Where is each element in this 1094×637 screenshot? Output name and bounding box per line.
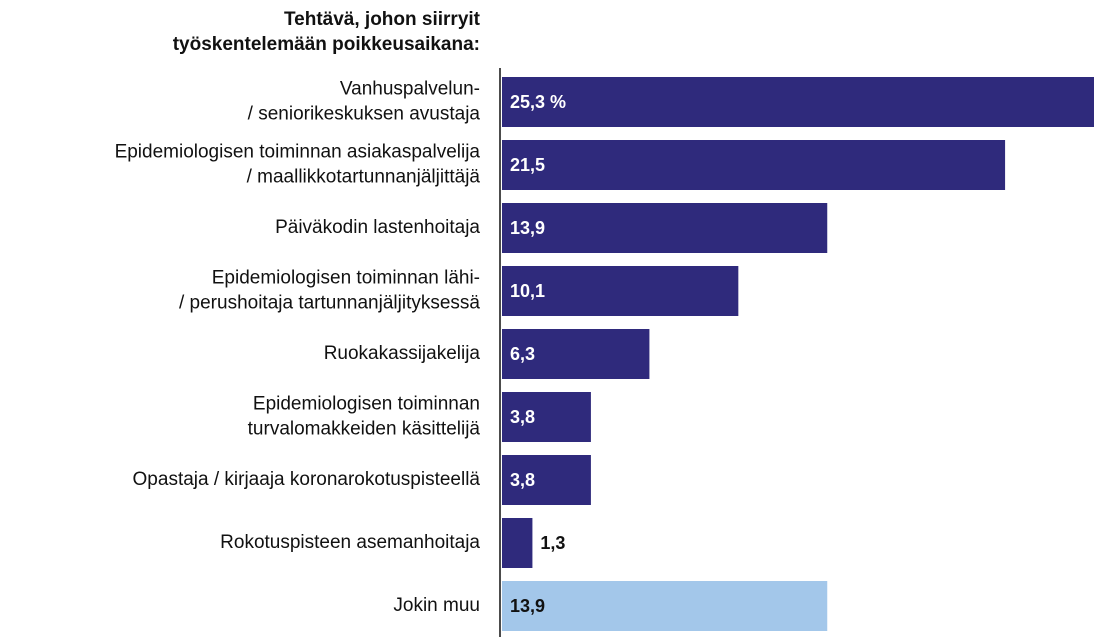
bar xyxy=(502,392,591,442)
bar xyxy=(502,266,739,316)
bar xyxy=(502,203,828,253)
bar xyxy=(502,455,591,505)
value-label: 6,3 xyxy=(510,344,535,364)
value-label: 13,9 xyxy=(510,218,545,238)
category-label: turvalomakkeiden käsittelijä xyxy=(248,419,481,440)
bar xyxy=(502,518,533,568)
category-label: Epidemiologisen toiminnan xyxy=(253,394,480,415)
value-label: 3,8 xyxy=(510,407,535,427)
category-label: / maallikkotartunnanjäljittäjä xyxy=(247,167,481,188)
category-label: Jokin muu xyxy=(393,595,480,616)
category-label: Epidemiologisen toiminnan lähi- xyxy=(212,268,480,289)
bar xyxy=(502,581,828,631)
value-label: 21,5 xyxy=(510,155,545,175)
bar xyxy=(502,329,650,379)
value-label: 1,3 xyxy=(540,533,565,553)
category-label: Vanhuspalvelun- xyxy=(340,79,480,100)
value-label: 25,3 % xyxy=(510,92,566,112)
value-label: 13,9 xyxy=(510,596,545,616)
category-label: Epidemiologisen toiminnan asiakaspalveli… xyxy=(115,142,481,163)
chart-title: työskentelemään poikkeusaikana: xyxy=(173,34,480,55)
category-label: Päiväkodin lastenhoitaja xyxy=(275,217,480,238)
category-label: Ruokakassijakelija xyxy=(324,343,481,364)
category-label: / seniorikeskuksen avustaja xyxy=(248,104,481,125)
bar xyxy=(502,140,1006,190)
value-label: 3,8 xyxy=(510,470,535,490)
chart-title: Tehtävä, johon siirryit xyxy=(284,9,481,30)
category-label: / perushoitaja tartunnanjäljityksessä xyxy=(179,293,480,314)
value-label: 10,1 xyxy=(510,281,545,301)
category-label: Opastaja / kirjaaja koronarokotuspisteel… xyxy=(133,469,481,490)
category-label: Rokotuspisteen asemanhoitaja xyxy=(220,532,480,553)
bar xyxy=(502,77,1094,127)
